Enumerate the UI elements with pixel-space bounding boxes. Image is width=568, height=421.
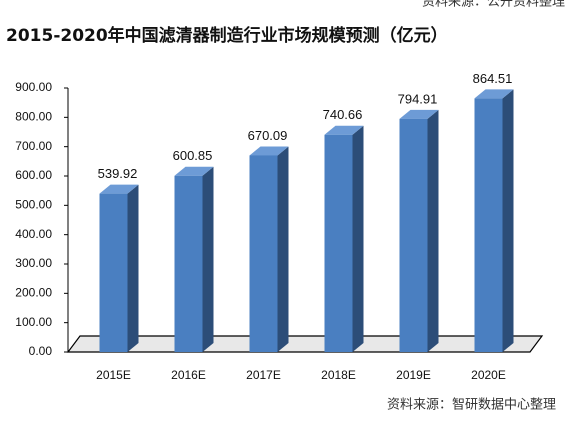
x-tick-label: 2019E	[396, 368, 431, 382]
x-tick-label: 2015E	[96, 368, 131, 382]
bar-side	[427, 109, 439, 352]
bar	[174, 175, 203, 352]
y-tick-label: 300.00	[15, 256, 52, 270]
bar-side	[277, 146, 289, 352]
y-tick-label: 600.00	[15, 168, 52, 182]
bar	[249, 155, 278, 352]
y-tick-label: 700.00	[15, 139, 52, 153]
bar-side	[352, 125, 364, 352]
x-tick-label: 2017E	[246, 368, 281, 382]
bar	[474, 98, 503, 352]
value-label: 670.09	[248, 128, 288, 143]
x-tick-label: 2020E	[471, 368, 506, 382]
bar-side	[127, 184, 139, 352]
y-tick-label: 500.00	[15, 198, 52, 212]
bar	[324, 134, 353, 352]
bar-top	[324, 125, 364, 135]
bar	[399, 118, 428, 352]
value-label: 864.51	[473, 71, 513, 86]
chart-title: 2015-2020年中国滤清器制造行业市场规模预测（亿元）	[6, 25, 448, 46]
bar-top	[474, 89, 514, 99]
y-tick-label: 100.00	[15, 315, 52, 329]
x-tick-label: 2018E	[321, 368, 356, 382]
y-tick-label: 200.00	[15, 286, 52, 300]
bar-top	[249, 146, 289, 156]
value-label: 600.85	[173, 148, 213, 163]
bar-side	[502, 89, 514, 352]
y-tick-label: 900.00	[15, 80, 52, 94]
value-label: 740.66	[323, 107, 363, 122]
bar-top	[399, 109, 439, 119]
y-tick-label: 0.00	[29, 344, 53, 358]
y-tick-label: 800.00	[15, 110, 52, 124]
bar-top	[174, 166, 214, 176]
value-label: 794.91	[398, 91, 438, 106]
bar	[99, 193, 128, 352]
top-note: 资料来源：公开资料整理	[422, 0, 565, 10]
bar-top	[99, 184, 139, 194]
x-tick-label: 2016E	[171, 368, 206, 382]
value-label: 539.92	[98, 166, 138, 181]
bar-side	[202, 166, 214, 352]
source: 资料来源：智研数据中心整理	[387, 398, 556, 413]
y-tick-label: 400.00	[15, 227, 52, 241]
floor	[66, 335, 544, 353]
